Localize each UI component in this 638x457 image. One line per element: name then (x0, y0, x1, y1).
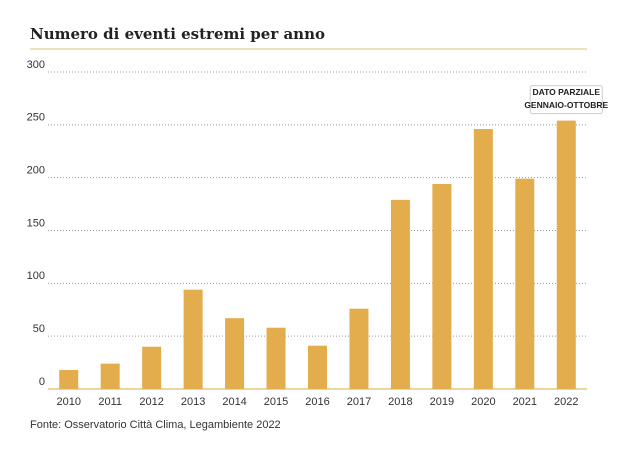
y-tick-label: 0 (39, 376, 45, 388)
y-tick-label: 200 (27, 165, 45, 177)
y-tick-label: 300 (27, 59, 45, 71)
bar (349, 308, 369, 389)
bar (308, 345, 327, 389)
annotation: GENNAIO-OTTOBRE (524, 100, 608, 110)
x-tick-label: 2019 (430, 396, 454, 408)
y-tick-label: 100 (27, 270, 45, 282)
x-tick-label: 2018 (388, 396, 412, 408)
bar (473, 129, 493, 389)
x-tick-label: 2010 (56, 396, 80, 408)
x-tick-label: 2022 (554, 396, 578, 408)
y-tick-label: 150 (27, 217, 45, 229)
bar (266, 327, 286, 389)
x-tick-label: 2017 (347, 396, 371, 408)
bar (142, 346, 162, 389)
annotation: DATO PARZIALE (533, 87, 601, 97)
bar (390, 199, 410, 389)
chart-title: Numero di eventi estremi per anno (30, 25, 325, 43)
x-tick-label: 2021 (513, 396, 537, 408)
bar (556, 120, 576, 390)
bar (59, 369, 79, 389)
source: Fonte: Osservatorio Città Clima, Legambi… (30, 419, 281, 431)
x-tick-label: 2012 (139, 396, 163, 408)
x-tick-label: 2014 (222, 396, 246, 408)
x-tick-label: 2011 (98, 396, 122, 408)
x-tick-label: 2016 (305, 396, 329, 408)
annotation-box (529, 85, 603, 115)
x-tick-label: 2013 (181, 396, 205, 408)
bar (225, 318, 245, 389)
bar (100, 363, 120, 389)
y-tick-label: 50 (33, 323, 45, 335)
x-tick-label: 2020 (471, 396, 495, 408)
x-tick-label: 2015 (264, 396, 288, 408)
bar (515, 178, 535, 389)
bar (183, 289, 203, 389)
y-tick-label: 250 (27, 112, 45, 124)
bar (432, 184, 452, 389)
